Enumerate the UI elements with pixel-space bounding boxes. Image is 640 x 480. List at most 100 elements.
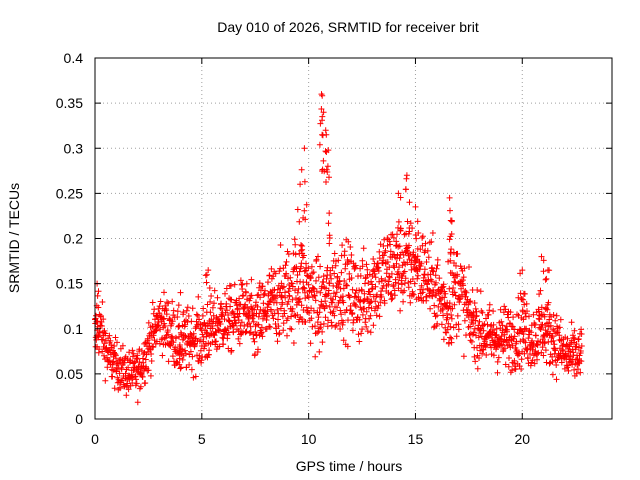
data-point: [523, 300, 530, 307]
data-point: [335, 257, 342, 264]
data-point: [329, 296, 336, 303]
data-point: [173, 334, 179, 341]
data-point: [99, 299, 106, 305]
x-tick-label: 15: [408, 431, 424, 447]
data-point: [565, 362, 571, 369]
data-point: [540, 257, 547, 264]
data-point: [386, 273, 392, 280]
data-point: [447, 257, 454, 264]
data-point: [428, 238, 435, 245]
data-point: [361, 290, 368, 297]
y-tick-label: 0.2: [64, 231, 84, 247]
data-point: [577, 369, 584, 376]
data-point: [518, 296, 525, 302]
data-point: [376, 255, 383, 262]
data-point: [553, 376, 560, 383]
y-tick-label: 0.25: [56, 185, 83, 201]
ticks: 0 0.05 0.1 0.15 0.2 0.25 0.3 0.35 0.4 0 5 10 15 20: [56, 50, 612, 447]
data-point: [550, 312, 557, 318]
data-point: [218, 300, 225, 307]
data-point: [467, 337, 474, 344]
data-point: [440, 312, 447, 319]
data-point: [507, 309, 514, 316]
data-point: [578, 343, 585, 349]
data-point: [217, 321, 224, 327]
data-point: [525, 354, 531, 361]
data-point: [228, 296, 235, 303]
data-point: [211, 300, 217, 307]
data-point: [296, 298, 303, 305]
data-point: [376, 248, 383, 255]
data-point: [317, 289, 324, 296]
data-point: [251, 338, 258, 345]
data-point: [429, 230, 436, 236]
data-point: [423, 259, 430, 265]
data-point: [307, 340, 314, 347]
data-point: [189, 353, 196, 360]
data-point: [207, 298, 214, 305]
data-point: [323, 179, 329, 185]
data-point: [278, 293, 285, 300]
data-point: [208, 293, 215, 299]
data-point: [431, 302, 438, 309]
data-point: [314, 330, 320, 336]
data-point: [387, 241, 394, 248]
data-point: [298, 302, 305, 309]
data-point: [573, 341, 580, 347]
data-point: [92, 343, 99, 350]
data-point: [102, 377, 109, 384]
data-point: [520, 296, 527, 303]
data-point: [326, 280, 333, 287]
data-point: [306, 310, 313, 316]
data-point: [175, 323, 182, 330]
data-point: [297, 181, 304, 188]
data-point: [424, 247, 431, 254]
data-point: [376, 313, 383, 320]
data-point: [236, 295, 243, 302]
data-point: [578, 358, 585, 365]
data-point: [366, 315, 373, 322]
data-point: [404, 218, 411, 225]
data-point: [339, 293, 346, 300]
data-point: [454, 250, 461, 257]
data-point: [415, 272, 421, 279]
data-point: [405, 284, 412, 291]
data-point: [448, 315, 455, 322]
data-point: [207, 309, 214, 316]
data-point: [428, 278, 435, 285]
data-point: [316, 348, 323, 355]
data-point: [213, 338, 219, 345]
data-point: [381, 300, 388, 307]
data-point: [109, 373, 116, 380]
data-point: [214, 322, 221, 329]
data-point: [448, 339, 455, 346]
data-point: [339, 242, 346, 249]
data-point: [531, 360, 538, 367]
data-point: [388, 290, 395, 297]
data-point: [485, 311, 492, 318]
data-point: [159, 316, 166, 323]
data-point: [375, 268, 382, 274]
data-point: [101, 327, 108, 334]
data-point: [535, 315, 542, 322]
data-point: [294, 289, 301, 296]
data-point: [177, 365, 184, 372]
data-point: [310, 269, 317, 276]
data-point: [382, 277, 389, 284]
data-point: [282, 294, 289, 301]
data-point: [227, 303, 234, 310]
data-point: [427, 288, 434, 294]
data-point: [203, 271, 210, 278]
data-point: [170, 307, 177, 314]
data-point: [277, 305, 284, 312]
data-point: [448, 312, 455, 318]
data-point: [222, 290, 228, 297]
data-point: [186, 361, 193, 368]
data-point: [326, 303, 333, 310]
data-point: [324, 323, 331, 330]
data-point: [363, 308, 370, 315]
data-point: [460, 274, 467, 281]
data-point: [510, 314, 517, 321]
data-point: [202, 272, 209, 279]
data-point: [393, 242, 400, 249]
